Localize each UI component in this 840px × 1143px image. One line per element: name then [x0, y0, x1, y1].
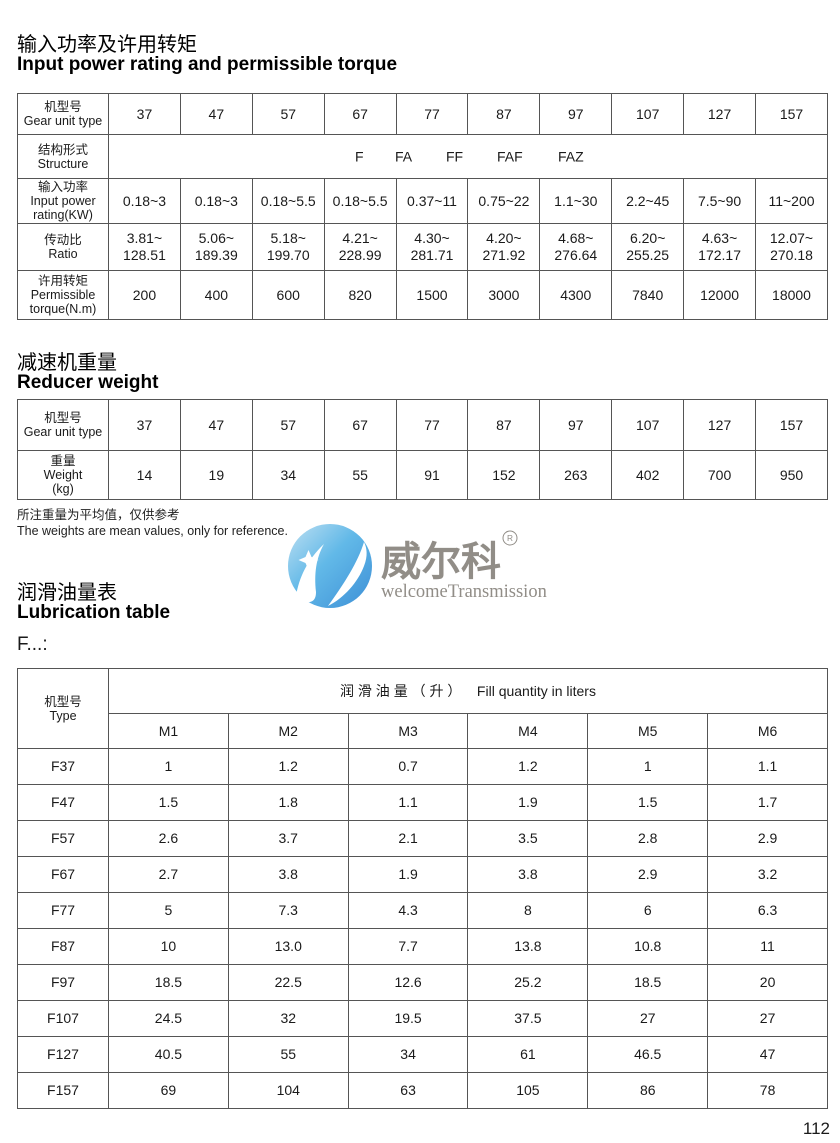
svg-text:R: R — [507, 533, 513, 543]
svg-text:威尔科: 威尔科 — [381, 540, 501, 584]
svg-text:welcomeTransmission: welcomeTransmission — [381, 582, 547, 602]
